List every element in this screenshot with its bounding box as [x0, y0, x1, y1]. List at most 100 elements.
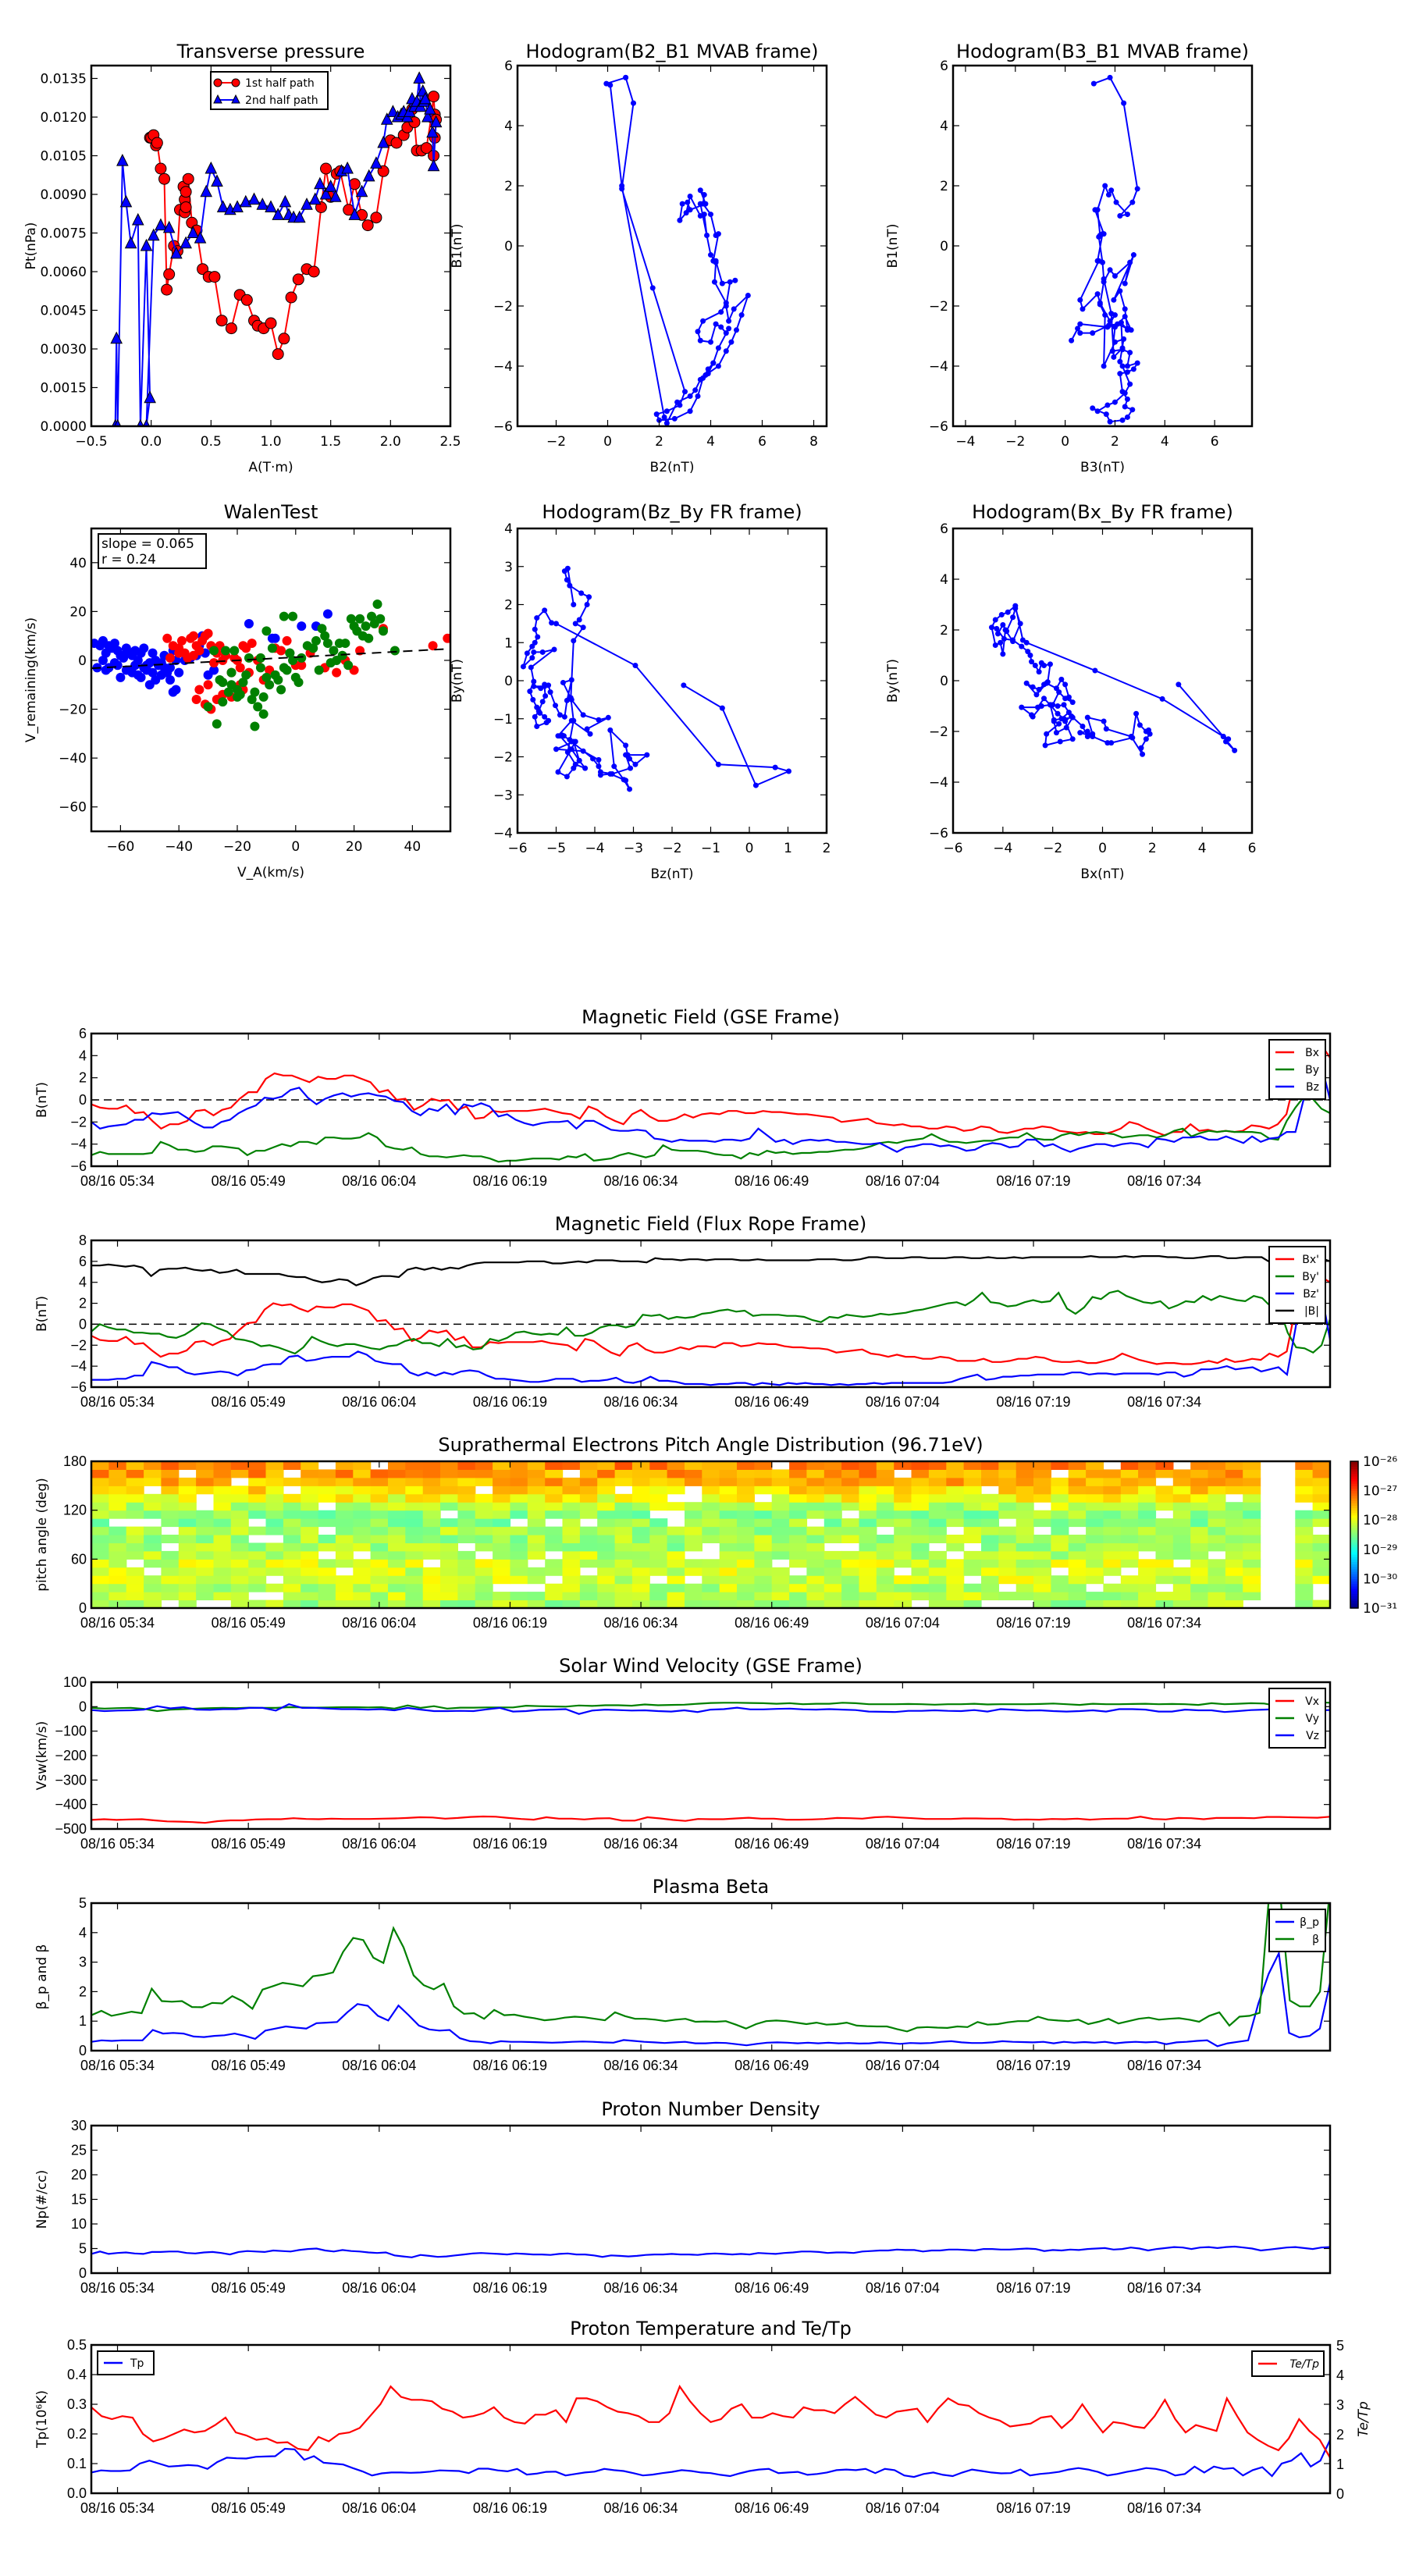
heatmap-cell — [1155, 1493, 1174, 1503]
y-tick-label: 0.0 — [67, 2485, 87, 2501]
data-point — [1044, 731, 1050, 737]
heatmap-cell — [230, 1469, 249, 1478]
heatmap-cell — [1068, 1518, 1087, 1528]
heatmap-cell — [1190, 1469, 1209, 1478]
data-point — [705, 366, 711, 372]
heatmap-cell — [475, 1477, 493, 1486]
heatmap-cell — [667, 1502, 685, 1511]
y-tick-label: 15 — [71, 2192, 87, 2208]
data-point — [180, 236, 192, 249]
heatmap-cell — [301, 1542, 319, 1552]
heatmap-cell — [1312, 1461, 1330, 1470]
scatter-point-red — [235, 663, 245, 673]
colorbar-segment — [1350, 1542, 1358, 1546]
heatmap-cell — [108, 1502, 127, 1511]
heatmap-cell — [545, 1502, 564, 1511]
data-point — [708, 339, 713, 345]
heatmap-cell — [737, 1461, 755, 1470]
heatmap-cell — [440, 1559, 458, 1568]
heatmap-cell — [702, 1518, 720, 1528]
scatter-point-blue — [174, 667, 184, 678]
heatmap-cell — [737, 1469, 755, 1478]
heatmap-cell — [213, 1477, 232, 1486]
heatmap-cell — [894, 1592, 912, 1601]
x-tick-label: 1.0 — [260, 434, 281, 450]
data-point — [1061, 702, 1067, 708]
data-point — [557, 733, 563, 739]
scatter-point-blue — [171, 685, 181, 695]
heatmap-cell — [876, 1477, 895, 1486]
heatmap-cell — [493, 1510, 511, 1519]
heatmap-cell — [562, 1526, 581, 1535]
colorbar-segment — [1350, 1503, 1358, 1506]
heatmap-cell — [126, 1599, 144, 1608]
heatmap-cell — [1208, 1567, 1226, 1576]
heatmap-cell — [1208, 1575, 1226, 1585]
heatmap-cell — [457, 1510, 476, 1519]
data-point — [200, 184, 213, 197]
data-point — [590, 756, 596, 762]
data-point — [529, 643, 535, 649]
y-tick-label: −4 — [70, 1358, 87, 1374]
heatmap-cell — [928, 1575, 947, 1585]
heatmap-cell — [579, 1583, 598, 1592]
chart-hodogram-b3-b1: Hodogram(B3_B1 MVAB frame)−4 −2 0 2 4 6−6−4−2… — [885, 41, 1254, 475]
heatmap-cell — [126, 1510, 144, 1519]
heatmap-cell — [161, 1559, 180, 1568]
data-point — [535, 634, 541, 640]
heatmap-cell — [1172, 1493, 1191, 1503]
data-point — [726, 326, 732, 332]
heatmap-cell — [248, 1559, 267, 1568]
heatmap-cell — [963, 1469, 982, 1478]
heatmap-cell — [493, 1477, 511, 1486]
heatmap-cell — [265, 1559, 284, 1568]
heatmap-cell — [719, 1592, 738, 1601]
heatmap-cell — [614, 1461, 633, 1470]
heatmap-cell — [1208, 1592, 1226, 1601]
plot-area — [91, 1240, 1330, 1387]
heatmap-cell — [1120, 1461, 1139, 1470]
heatmap-cell — [1033, 1567, 1051, 1576]
data-point — [1113, 199, 1119, 205]
data-point — [719, 705, 725, 711]
plot-content — [91, 2384, 1330, 2478]
data-point — [428, 91, 440, 103]
colorbar-segment — [1350, 1532, 1358, 1535]
y-tick-label: 0.0090 — [41, 187, 87, 203]
heatmap-cell — [493, 1461, 511, 1470]
colorbar-tick-label: 10⁻³⁰ — [1363, 1571, 1397, 1587]
heatmap-cell — [1208, 1599, 1226, 1608]
heatmap-cell — [998, 1526, 1017, 1535]
heatmap-cell — [911, 1583, 930, 1592]
colorbar-segment — [1350, 1514, 1358, 1518]
heatmap-cell — [823, 1526, 842, 1535]
data-point — [531, 678, 537, 685]
heatmap-cell — [1295, 1575, 1314, 1585]
heatmap-cell — [685, 1461, 702, 1470]
heatmap-cell — [230, 1502, 249, 1511]
heatmap-cell — [1051, 1493, 1069, 1503]
x-tick-label: −6 — [507, 841, 527, 856]
y-axis-label: B(nT) — [34, 1296, 50, 1332]
data-point — [1097, 301, 1103, 308]
heatmap-cell — [771, 1542, 790, 1552]
legend-label: |B| — [1304, 1305, 1319, 1318]
heatmap-cell — [981, 1592, 999, 1601]
heatmap-cell — [1190, 1599, 1209, 1608]
heatmap-cell — [1068, 1583, 1087, 1592]
data-point — [1075, 326, 1081, 332]
heatmap-cell — [283, 1461, 301, 1470]
x-tick-label: 08/16 06:34 — [604, 2500, 678, 2516]
heatmap-cell — [1190, 1550, 1209, 1560]
heatmap-cell — [370, 1477, 389, 1486]
heatmap-cell — [335, 1599, 354, 1608]
heatmap-cell — [737, 1567, 755, 1576]
heatmap-cell — [440, 1542, 458, 1552]
heatmap-cell — [388, 1493, 406, 1503]
heatmap-cell — [754, 1567, 773, 1576]
heatmap-cell — [1312, 1535, 1330, 1543]
data-point — [571, 717, 577, 724]
plot-content — [91, 600, 450, 731]
heatmap-cell — [667, 1477, 685, 1486]
